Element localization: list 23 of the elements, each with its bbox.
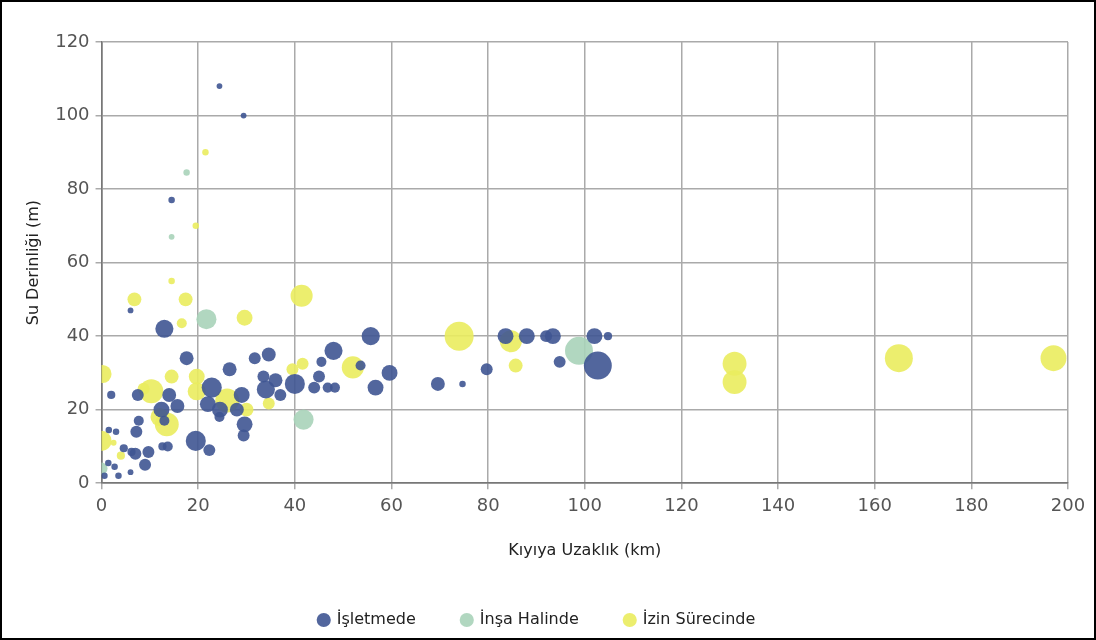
y-tick-label: 40 [66,323,90,345]
x-tick-label: 0 [95,493,108,515]
y-tick-label: 0 [78,470,90,492]
y-axis-title: Su Derinliği (m) [22,199,42,326]
y-tick-label: 20 [66,397,90,419]
x-tick-label: 60 [380,493,403,515]
x-tick-label: 80 [476,493,500,515]
legend-label: İnşa Halinde [479,609,579,629]
legend-label: İzin Sürecinde [642,609,756,629]
y-tick-label: 120 [55,29,90,51]
x-tick-label: 140 [760,493,796,515]
x-tick-label: 160 [857,493,892,515]
y-tick-label: 60 [66,250,90,272]
x-tick-label: 180 [954,493,989,515]
x-tick-label: 200 [1050,493,1086,515]
legend-label: İşletmede [336,609,416,629]
y-tick-label: 100 [55,103,90,125]
x-tick-label: 120 [664,493,699,515]
y-tick-label: 80 [66,176,90,198]
x-tick-label: 100 [567,493,602,515]
x-axis-title: Kıyıya Uzaklık (km) [508,539,662,559]
x-tick-label: 20 [186,493,210,515]
x-tick-label: 40 [283,493,307,515]
